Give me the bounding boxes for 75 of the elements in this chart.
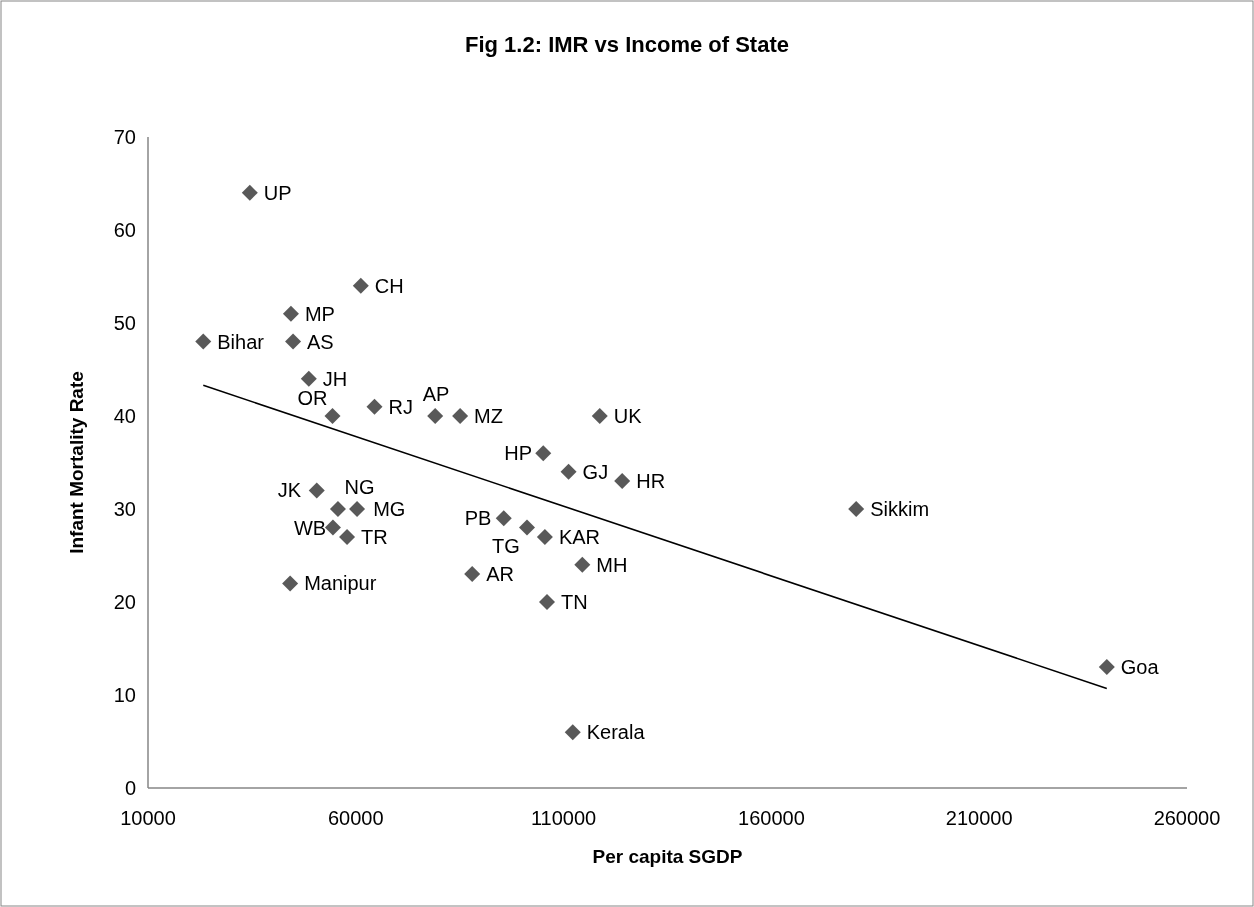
point bbox=[614, 473, 631, 490]
y-tick-label: 40 bbox=[113, 405, 136, 427]
y-tick-label: 70 bbox=[113, 126, 136, 148]
annotation: MZ bbox=[474, 405, 504, 427]
point bbox=[574, 556, 591, 573]
annotation: WB bbox=[293, 516, 327, 539]
x-axis-title: Per capita SGDP bbox=[592, 845, 743, 867]
annotation: TR bbox=[361, 525, 388, 548]
annotation: GJ bbox=[582, 460, 609, 483]
y-tick-label: 50 bbox=[113, 312, 136, 334]
point bbox=[339, 528, 356, 545]
annotation: JH bbox=[322, 367, 348, 390]
point bbox=[1098, 659, 1115, 676]
annotation: AS bbox=[307, 330, 334, 353]
annotation: AP bbox=[422, 383, 450, 405]
point bbox=[560, 463, 577, 480]
x-tick-label: 110000 bbox=[530, 807, 597, 829]
annotation: UK bbox=[613, 405, 643, 427]
point bbox=[538, 594, 555, 610]
x-tick-label: 60000 bbox=[327, 807, 384, 829]
x-tick-label: 10000 bbox=[120, 807, 176, 829]
annotation: Kerala bbox=[586, 721, 646, 744]
y-tick-label: 60 bbox=[113, 219, 136, 241]
annotation: NG bbox=[344, 476, 375, 498]
point bbox=[195, 333, 212, 350]
x-tick-label: 260000 bbox=[1153, 807, 1221, 829]
annotation: Sikkim bbox=[870, 498, 930, 520]
point bbox=[564, 724, 581, 741]
point bbox=[352, 277, 369, 294]
y-tick-label: 10 bbox=[113, 684, 136, 706]
point bbox=[452, 408, 469, 424]
annotation: KAR bbox=[558, 525, 601, 548]
point bbox=[536, 528, 553, 545]
y-tick-label: 0 bbox=[124, 777, 136, 799]
annotation: Manipur bbox=[304, 572, 377, 595]
x-tick-label: 210000 bbox=[945, 807, 1013, 829]
point bbox=[519, 519, 536, 536]
annotation: OR bbox=[297, 387, 328, 409]
chart-title: Fig 1.2: IMR vs Income of State bbox=[465, 32, 789, 57]
annotation: PB bbox=[464, 507, 492, 530]
point bbox=[329, 501, 346, 517]
annotation: MG bbox=[373, 498, 406, 520]
point bbox=[427, 408, 444, 424]
annotation: MH bbox=[596, 553, 628, 576]
point bbox=[282, 305, 299, 322]
x-tick-label: 160000 bbox=[738, 807, 805, 829]
annotation: Bihar bbox=[217, 330, 265, 353]
point bbox=[366, 398, 383, 415]
point bbox=[241, 184, 258, 201]
annotation: HR bbox=[636, 470, 666, 493]
annotation: UP bbox=[263, 181, 292, 204]
point bbox=[535, 445, 552, 462]
y-tick-label: 30 bbox=[113, 498, 136, 520]
annotation: TG bbox=[492, 534, 520, 557]
point bbox=[324, 519, 341, 536]
y-tick-label: 20 bbox=[113, 591, 136, 613]
point bbox=[324, 408, 341, 424]
annotation: RJ bbox=[388, 395, 413, 418]
y-axis-title: Infant Mortality Rate bbox=[65, 371, 87, 554]
point bbox=[300, 370, 317, 387]
point bbox=[495, 510, 512, 527]
annotation: AR bbox=[486, 563, 514, 586]
point bbox=[349, 501, 366, 517]
point bbox=[285, 333, 302, 350]
point bbox=[591, 408, 608, 424]
annotation: HP bbox=[504, 442, 533, 465]
annotation: CH bbox=[374, 274, 404, 297]
annotation: MP bbox=[304, 302, 335, 325]
annotation: JK bbox=[277, 479, 302, 502]
annotation: Goa bbox=[1120, 656, 1160, 679]
point bbox=[282, 575, 299, 592]
point bbox=[848, 501, 865, 517]
point bbox=[464, 566, 481, 583]
point bbox=[308, 482, 325, 499]
annotation: TN bbox=[560, 591, 588, 613]
